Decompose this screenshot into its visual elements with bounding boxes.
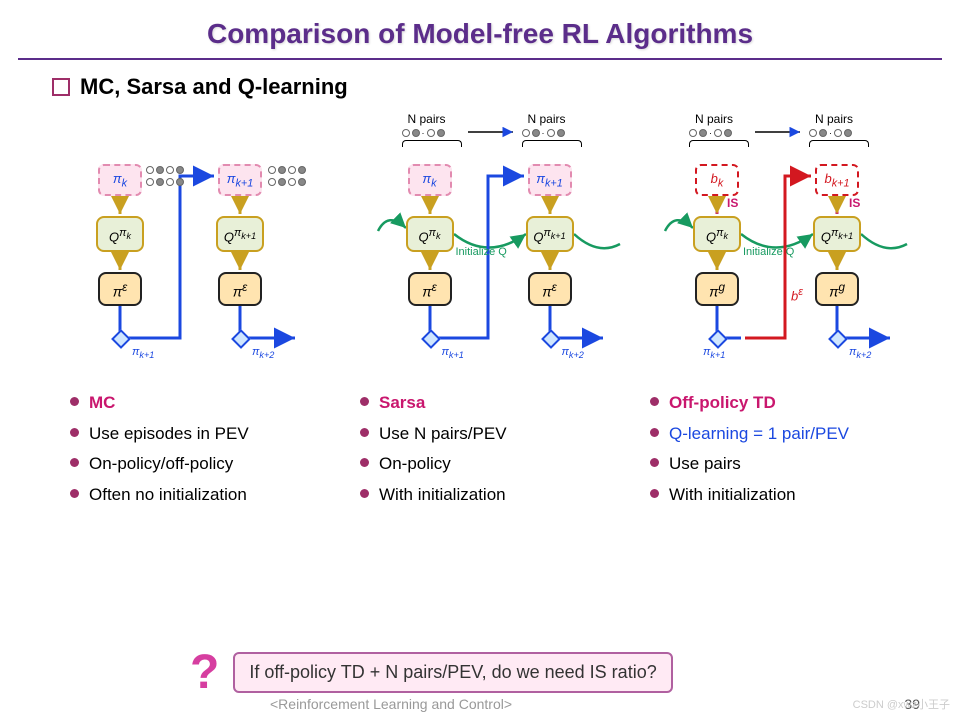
off-pairs-2: · xyxy=(809,128,852,138)
sarsa-brace-1 xyxy=(402,140,462,147)
dot-icon xyxy=(70,489,79,498)
mc-item-1: On-policy/off-policy xyxy=(89,449,233,480)
mc-episode-4 xyxy=(268,178,306,186)
mc-item-0: Use episodes in PEV xyxy=(89,419,249,450)
sarsa-pairs-1: · xyxy=(402,128,445,138)
off-bk1: bk+1 xyxy=(815,164,859,196)
diagram-sarsa: N pairs N pairs · · πk Qπk πε πk+1 πk+1 … xyxy=(358,116,633,376)
mc-pieps-k1: πε xyxy=(218,272,262,306)
off-out-k1: πk+1 xyxy=(703,346,725,360)
diagram-offpolicy: N pairs N pairs · · bk IS Qπk πg πk+1 bk… xyxy=(645,116,920,376)
sarsa-pieps-k1: πε xyxy=(528,272,572,306)
mc-item-2: Often no initialization xyxy=(89,480,247,511)
sarsa-header: Sarsa xyxy=(379,388,425,419)
sarsa-q-k: Qπk xyxy=(406,216,454,252)
question-mark-icon: ? xyxy=(190,645,219,700)
mc-policy-k1: πk+1 xyxy=(218,164,262,196)
sarsa-out-k2: πk+2 xyxy=(562,346,584,360)
off-pig-k: πg xyxy=(695,272,739,306)
off-brace-1 xyxy=(689,140,749,147)
off-out-k2: πk+2 xyxy=(849,346,871,360)
diagrams-row: πk Qπk πε πk+1 πk+1 Qπk+1 πε πk+2 xyxy=(0,110,960,382)
sarsa-npairs-2: N pairs xyxy=(528,112,566,126)
mc-out-k2: πk+2 xyxy=(252,346,274,360)
mc-episode-3 xyxy=(268,166,306,174)
dot-icon xyxy=(70,428,79,437)
square-bullet-icon xyxy=(52,78,70,96)
dot-icon xyxy=(70,458,79,467)
dot-icon xyxy=(650,428,659,437)
mc-episode-2 xyxy=(146,178,184,186)
mc-header: MC xyxy=(89,388,115,419)
watermark: CSDN @xwz小王子 xyxy=(853,696,950,712)
off-pairs-1: · xyxy=(689,128,732,138)
off-npairs-1: N pairs xyxy=(695,112,733,126)
slide-title: Comparison of Model-free RL Algorithms xyxy=(0,0,960,58)
dot-icon xyxy=(70,397,79,406)
off-is-1: IS xyxy=(727,196,738,210)
sarsa-item-2: With initialization xyxy=(379,480,506,511)
sarsa-pieps-k: πε xyxy=(408,272,452,306)
sarsa-item-1: On-policy xyxy=(379,449,451,480)
section-label: MC, Sarsa and Q-learning xyxy=(80,74,348,100)
dot-icon xyxy=(360,428,369,437)
off-header: Off-policy TD xyxy=(669,388,776,419)
off-item-0: Q-learning = 1 pair/PEV xyxy=(669,419,849,450)
sarsa-out-k1: πk+1 xyxy=(442,346,464,360)
dot-icon xyxy=(650,397,659,406)
off-item-1: Use pairs xyxy=(669,449,741,480)
sarsa-q-k1: Qπk+1 xyxy=(526,216,574,252)
mc-episode-1 xyxy=(146,166,184,174)
dot-icon xyxy=(650,489,659,498)
list-sarsa: Sarsa Use N pairs/PEV On-policy With ini… xyxy=(360,388,640,510)
off-q-k1: Qπk+1 xyxy=(813,216,861,252)
lists-row: MC Use episodes in PEV On-policy/off-pol… xyxy=(0,382,960,510)
off-init-q: Initialize Q xyxy=(743,246,794,258)
mc-out-k1: πk+1 xyxy=(132,346,154,360)
off-item-2: With initialization xyxy=(669,480,796,511)
list-mc: MC Use episodes in PEV On-policy/off-pol… xyxy=(70,388,350,510)
list-offpolicy: Off-policy TD Q-learning = 1 pair/PEV Us… xyxy=(650,388,930,510)
diagram-mc: πk Qπk πε πk+1 πk+1 Qπk+1 πε πk+2 xyxy=(70,116,345,376)
section-header: MC, Sarsa and Q-learning xyxy=(0,74,960,100)
question-area: ? If off-policy TD + N pairs/PEV, do we … xyxy=(190,645,930,700)
dot-icon xyxy=(650,458,659,467)
off-bk: bk xyxy=(695,164,739,196)
off-q-k: Qπk xyxy=(693,216,741,252)
off-brace-2 xyxy=(809,140,869,147)
dot-icon xyxy=(360,397,369,406)
dot-icon xyxy=(360,458,369,467)
sarsa-brace-2 xyxy=(522,140,582,147)
sarsa-init-q: Initialize Q xyxy=(456,246,507,258)
mc-pieps-k: πε xyxy=(98,272,142,306)
sarsa-policy-k: πk xyxy=(408,164,452,196)
off-is-2: IS xyxy=(849,196,860,210)
question-box: If off-policy TD + N pairs/PEV, do we ne… xyxy=(233,652,672,693)
title-rule xyxy=(18,58,942,60)
off-pig-k1: πg xyxy=(815,272,859,306)
footer: <Reinforcement Learning and Control> xyxy=(270,696,512,712)
sarsa-npairs-1: N pairs xyxy=(408,112,446,126)
off-be: bε xyxy=(791,286,803,303)
off-npairs-2: N pairs xyxy=(815,112,853,126)
mc-q-k: Qπk xyxy=(96,216,144,252)
sarsa-item-0: Use N pairs/PEV xyxy=(379,419,507,450)
mc-policy-k: πk xyxy=(98,164,142,196)
sarsa-pairs-2: · xyxy=(522,128,565,138)
mc-q-k1: Qπk+1 xyxy=(216,216,264,252)
sarsa-policy-k1: πk+1 xyxy=(528,164,572,196)
dot-icon xyxy=(360,489,369,498)
